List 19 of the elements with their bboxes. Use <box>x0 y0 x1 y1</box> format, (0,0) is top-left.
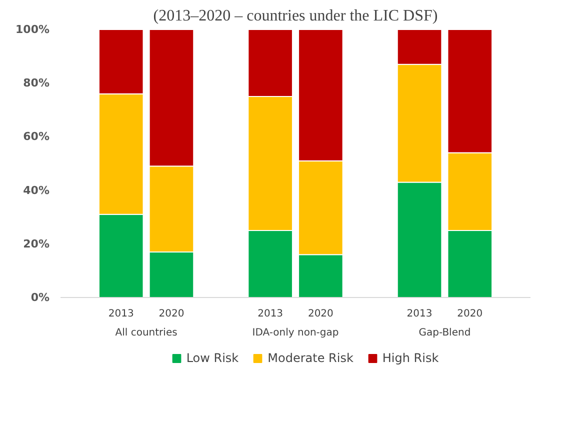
y-tick-label: 40% <box>23 184 50 197</box>
text: IDA-only non-gap <box>252 328 339 338</box>
y-tick-label: 0% <box>30 291 50 304</box>
x-tick-label: 2020 <box>457 308 483 320</box>
y-tick-label: 60% <box>23 130 50 144</box>
chart-title: (2013–2020 – countries under the LIC DSF) <box>153 8 438 24</box>
legend-label: High Risk <box>382 351 439 365</box>
y-tick-label: 100% <box>16 23 50 36</box>
x-tick-label: 2020 <box>308 308 334 320</box>
y-tick-label: 20% <box>23 237 50 250</box>
x-tick-label: 2013 <box>258 308 284 320</box>
legend-label: Low Risk <box>186 351 239 365</box>
text: All countries <box>115 328 178 338</box>
x-tick-label: 2013 <box>406 308 432 320</box>
x-tick-label: 2013 <box>108 308 134 320</box>
legend-label: Moderate Risk <box>268 351 354 365</box>
y-tick-label: 80% <box>23 76 50 90</box>
text: Gap-Blend <box>418 328 471 338</box>
x-tick-label: 2020 <box>158 308 184 320</box>
